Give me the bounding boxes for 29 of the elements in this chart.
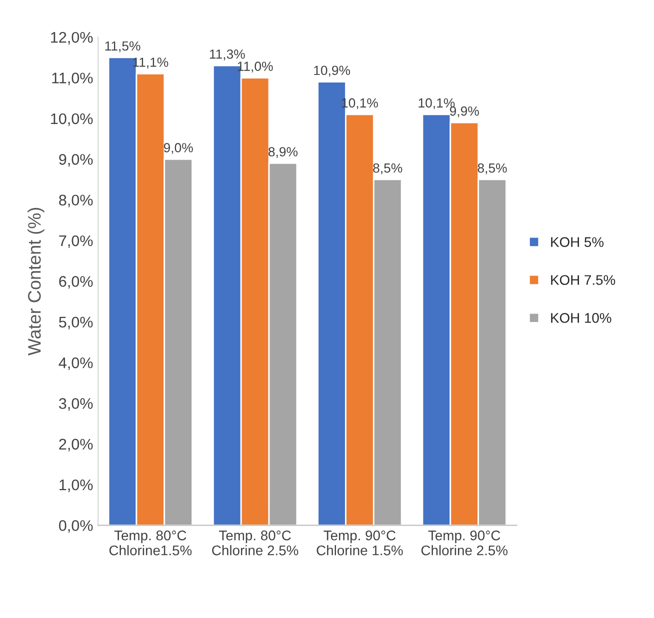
y-tick-label: 4,0% bbox=[58, 357, 93, 370]
data-label: 11,3% bbox=[210, 49, 245, 60]
x-tick-label: Temp. 80°C Chlorine1.5% bbox=[109, 530, 192, 556]
legend-label: KOH 7.5% bbox=[551, 275, 616, 285]
data-label: 8,5% bbox=[373, 163, 402, 174]
y-tick-label: 1,0% bbox=[60, 479, 93, 492]
x-tick-label: Temp. 90°C Chlorine 1.5% bbox=[316, 530, 403, 556]
y-tick-label: 6,0% bbox=[59, 276, 93, 289]
y-tick-label: 0,0% bbox=[59, 520, 93, 533]
data-label: 11,0% bbox=[238, 62, 273, 73]
y-axis-title: Water Content (%) bbox=[28, 208, 44, 356]
data-label: 9,0% bbox=[164, 143, 193, 154]
x-tick-label: Temp. 90°C Chlorine 2.5% bbox=[421, 530, 508, 556]
y-tick-label: 11,0% bbox=[52, 72, 93, 86]
data-label: 11,5% bbox=[105, 41, 140, 52]
y-tick-label: 10,0% bbox=[51, 113, 93, 126]
data-label: 8,5% bbox=[478, 163, 507, 174]
y-tick-label: 5,0% bbox=[59, 316, 93, 330]
y-tick-label: 7,0% bbox=[59, 235, 93, 248]
y-tick-label: 2,0% bbox=[59, 438, 93, 452]
y-tick-label: 3,0% bbox=[59, 398, 93, 411]
legend-label: KOH 10% bbox=[551, 313, 612, 323]
legend-label: KOH 5% bbox=[551, 237, 604, 247]
data-label: 10,9% bbox=[314, 66, 350, 77]
y-tick-label: 9,0% bbox=[59, 154, 93, 167]
x-tick-label: Temp. 80°C Chlorine 2.5% bbox=[212, 530, 298, 556]
data-label: 8,9% bbox=[268, 147, 298, 158]
y-tick-label: 8,0% bbox=[59, 194, 93, 208]
y-tick-label: 12,0% bbox=[51, 32, 93, 45]
